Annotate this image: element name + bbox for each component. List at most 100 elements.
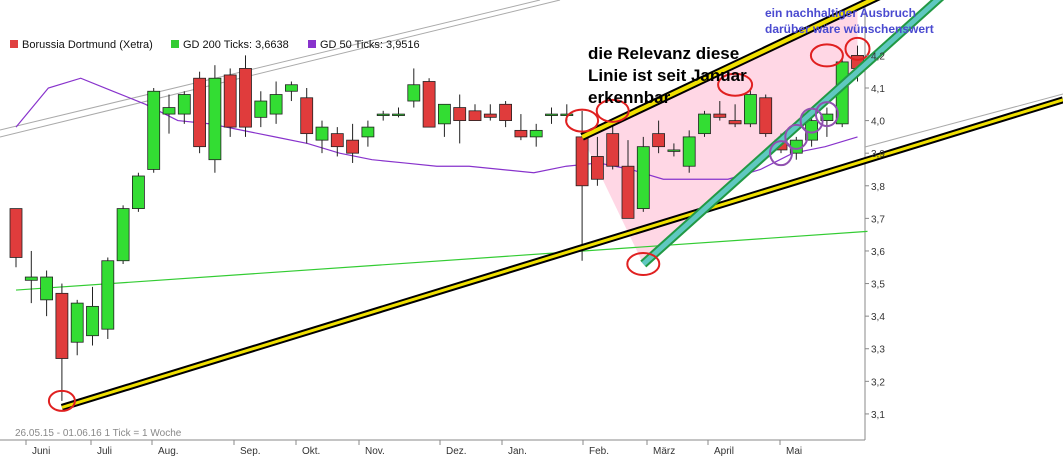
candle-body: [820, 113, 834, 121]
candle-body: [239, 68, 252, 128]
candle-body: [667, 149, 681, 152]
candle-body: [116, 208, 130, 262]
legend-swatch-gd200: [171, 40, 179, 48]
x-tick-label: Jan.: [508, 446, 527, 457]
candle-body: [682, 136, 696, 167]
candle-body: [575, 136, 589, 187]
candle-body: [744, 94, 757, 125]
annotation-line-3: erkennbar: [588, 88, 671, 107]
candle: [361, 120, 375, 147]
candle: [223, 68, 237, 137]
candle-body: [346, 139, 360, 154]
candle-body: [468, 110, 482, 121]
candle-body: [407, 84, 421, 102]
marker-circle-purple: [814, 101, 839, 128]
marker-circle-purple: [784, 123, 809, 150]
y-tick-label: 3,3: [871, 345, 885, 356]
candle-body: [652, 133, 665, 148]
x-tick-label: Mai: [786, 446, 802, 457]
x-tick-label: Juli: [97, 446, 112, 457]
y-tick-label: 3,7: [871, 214, 885, 225]
annotation-line-1: die Relevanz diese: [588, 44, 739, 63]
y-tick-label: 3,5: [871, 280, 885, 291]
candle: [101, 257, 115, 339]
candle-body: [55, 292, 69, 359]
candle: [269, 81, 283, 124]
candle-body: [636, 146, 650, 209]
candle-body: [70, 302, 84, 343]
candle: [193, 71, 207, 154]
candle-body: [86, 305, 99, 337]
candle: [55, 283, 69, 401]
candle: [667, 143, 681, 157]
candle-body: [698, 113, 711, 135]
x-tick-label: Aug.: [158, 446, 179, 457]
marker-circle-red: [595, 98, 630, 123]
candle-body: [591, 156, 604, 180]
candle: [591, 136, 604, 186]
x-tick-label: Nov.: [365, 446, 385, 457]
y-tick-label: 3,8: [871, 182, 885, 193]
triangle-area: [582, 6, 858, 264]
y-tick-label: 4,0: [871, 117, 885, 128]
annotation-blue-line-1: ein nachhaltiger Ausbruch: [765, 6, 916, 20]
candle-body: [254, 100, 268, 118]
candle: [147, 88, 161, 173]
legend-swatch-price: [10, 40, 18, 48]
annotation-line-2: Linie ist seit Januar: [588, 66, 747, 85]
candle: [177, 91, 191, 124]
candle: [529, 123, 543, 147]
x-tick-label: Juni: [32, 446, 50, 457]
candle-body: [24, 276, 38, 281]
annotation-breakout: ein nachhaltiger Ausbruch darüber wäre w…: [765, 6, 934, 36]
candle-body: [437, 103, 451, 125]
candle: [422, 78, 436, 128]
marker-circle-red: [626, 252, 661, 276]
candle: [315, 120, 329, 154]
candle: [86, 286, 99, 346]
candle: [514, 114, 528, 141]
marker-circle-purple: [769, 140, 793, 167]
candle-body: [300, 97, 314, 135]
candle-body: [621, 165, 635, 219]
y-tick-label: 3,2: [871, 377, 885, 388]
marker-circle-purple: [799, 107, 824, 134]
candle-body: [223, 74, 237, 128]
candle: [698, 110, 711, 137]
legend: Borussia Dortmund (Xetra) GD 200 Ticks: …: [10, 39, 420, 51]
candle-body: [361, 126, 375, 138]
candle: [483, 104, 497, 121]
candle: [759, 94, 773, 137]
candle-body: [606, 133, 620, 167]
candle-body: [483, 113, 497, 118]
candle: [239, 55, 252, 137]
candle: [24, 250, 38, 304]
x-tick-label: Okt.: [302, 446, 320, 457]
candle: [376, 110, 390, 121]
candle-body: [728, 120, 742, 125]
candle: [162, 94, 176, 134]
y-tick-label: 3,1: [871, 410, 885, 421]
candle: [621, 140, 635, 219]
candle: [728, 104, 742, 128]
candle: [300, 88, 314, 144]
date-range-footer: 26.05.15 - 01.06.16 1 Tick = 1 Woche: [15, 428, 182, 439]
y-tick-label: 3,6: [871, 247, 885, 258]
candle-body: [162, 107, 176, 115]
candle: [284, 81, 298, 102]
y-tick-label: 4,1: [871, 84, 885, 95]
candle: [9, 208, 23, 268]
candle-body: [315, 126, 329, 141]
candle-body: [269, 94, 283, 115]
candle-body: [101, 260, 115, 330]
candle-body: [131, 175, 145, 209]
legend-swatch-gd50: [308, 40, 316, 48]
x-tick-label: Dez.: [446, 446, 467, 457]
marker-circle-red: [565, 108, 600, 133]
ma200-line: [15, 230, 868, 291]
candle-body: [40, 276, 53, 301]
annotation-blue-line-2: darüber wäre wünschenswert: [765, 22, 934, 36]
candle: [636, 136, 650, 212]
candle-body: [330, 133, 344, 148]
